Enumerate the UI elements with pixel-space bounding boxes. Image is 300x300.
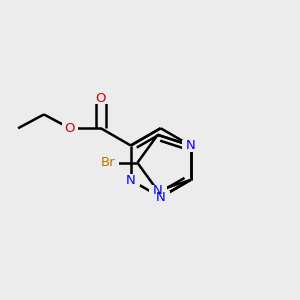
Text: O: O — [96, 92, 106, 105]
Bar — [93, 92, 109, 104]
Text: N: N — [126, 173, 136, 187]
Text: N: N — [156, 191, 166, 204]
Bar — [122, 174, 140, 186]
Bar — [97, 157, 119, 169]
Text: O: O — [64, 122, 75, 135]
Bar — [149, 185, 167, 197]
Text: Br: Br — [101, 156, 116, 169]
Bar — [182, 140, 200, 152]
Text: N: N — [153, 184, 163, 197]
Bar — [61, 122, 78, 134]
Bar — [152, 191, 169, 203]
Text: N: N — [186, 139, 195, 152]
